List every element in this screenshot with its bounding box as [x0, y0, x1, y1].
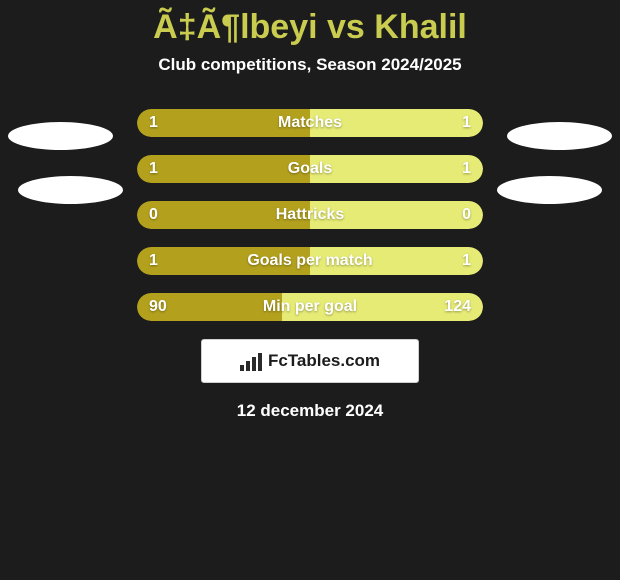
stat-row: 00Hattricks: [137, 201, 483, 229]
attribution-text: FcTables.com: [268, 351, 380, 371]
player-badge: [497, 176, 602, 204]
player-badge: [507, 122, 612, 150]
page-title: Ã‡Ã¶lbeyi vs Khalil: [0, 0, 620, 47]
comparison-infographic: Ã‡Ã¶lbeyi vs Khalil Club competitions, S…: [0, 0, 620, 580]
player-badge: [8, 122, 113, 150]
stat-label: Goals: [137, 155, 483, 183]
stat-label: Goals per match: [137, 247, 483, 275]
stat-row: 11Goals per match: [137, 247, 483, 275]
stat-row: 11Goals: [137, 155, 483, 183]
attribution-box: FcTables.com: [201, 339, 419, 383]
player-badge: [18, 176, 123, 204]
bar-chart-icon: [240, 351, 262, 371]
stat-row: 90124Min per goal: [137, 293, 483, 321]
page-subtitle: Club competitions, Season 2024/2025: [0, 55, 620, 75]
date-text: 12 december 2024: [0, 401, 620, 421]
stat-row: 11Matches: [137, 109, 483, 137]
stat-rows: 11Matches 11Goals 00Hattricks 11Goals per m…: [137, 109, 483, 321]
stat-label: Min per goal: [137, 293, 483, 321]
stat-label: Hattricks: [137, 201, 483, 229]
stat-label: Matches: [137, 109, 483, 137]
